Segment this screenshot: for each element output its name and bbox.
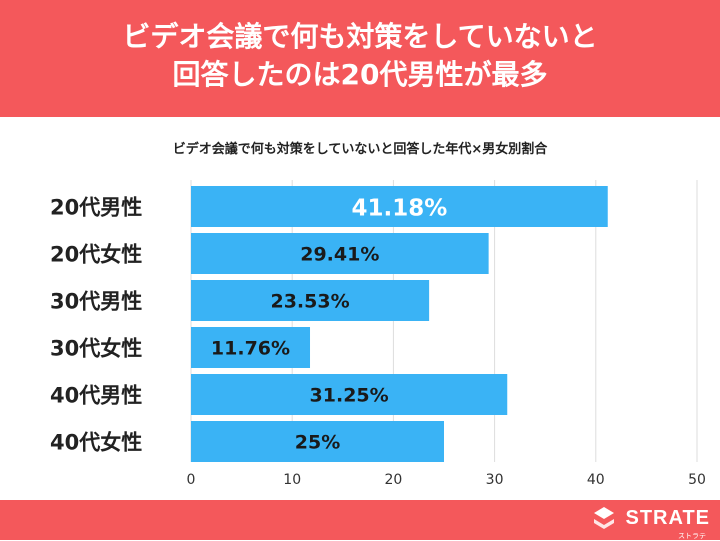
logo-text: STRATE [625,506,710,529]
chart-title: ビデオ会議で何も対策をしていないと回答した年代×男女別割合 [172,142,548,157]
value-label: 41.18% [351,196,447,222]
strate-logo: STRATE ストラテ [591,505,710,540]
category-label: 30代男性 [50,290,142,314]
x-tick-label: 20 [384,472,402,488]
category-label: 30代女性 [50,337,142,361]
bar [191,374,508,415]
value-label: 11.76% [211,338,290,360]
category-label: 40代女性 [50,431,142,455]
bar [191,280,430,321]
x-tick-label: 40 [587,472,605,488]
x-tick-label: 0 [187,472,196,488]
strate-logo-icon [594,507,615,529]
bar [191,421,444,462]
x-tick-label: 30 [486,472,504,488]
logo-subtext: ストラテ [678,532,706,540]
bar [191,327,311,368]
header-banner: ビデオ会議で何も対策をしていないと 回答したのは20代男性が最多 [0,0,720,117]
value-label: 23.53% [270,291,349,313]
headline-line-2: 回答したのは20代男性が最多 [172,58,548,91]
bar-chart: 0 10 20 30 40 50 20代男性 41.18% 20代女性 29.41% 30代男性 23… [50,180,706,488]
x-tick-label: 10 [283,472,301,488]
bar [191,233,489,274]
category-label: 20代男性 [50,196,142,220]
category-label: 20代女性 [50,243,142,267]
category-label: 40代男性 [50,384,142,408]
bar [191,186,608,227]
x-tick-label: 50 [688,472,706,488]
value-label: 31.25% [310,385,389,407]
value-label: 25% [295,432,340,454]
headline-line-1: ビデオ会議で何も対策をしていないと [122,20,598,53]
value-label: 29.41% [300,244,379,266]
footer-bar: STRATE ストラテ [0,500,720,540]
